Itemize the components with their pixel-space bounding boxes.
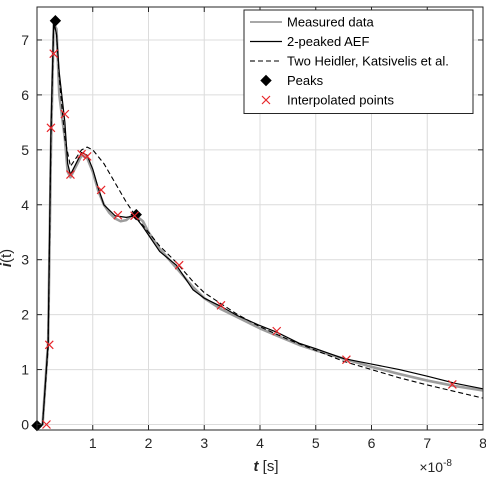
interpolated-point (82, 151, 92, 161)
interpolated-point (77, 149, 87, 159)
interpolated-point (46, 123, 56, 133)
legend-label: Interpolated points (287, 93, 394, 108)
legend-label: Measured data (287, 15, 374, 30)
x-tick-label: 7 (423, 435, 431, 451)
interpolated-point (216, 300, 226, 310)
interpolated-point (447, 379, 457, 389)
interpolated-point (60, 109, 70, 119)
peak-point (49, 15, 62, 27)
interpolated-point (49, 49, 59, 59)
y-tick-label: 7 (21, 32, 29, 48)
x-axis-multiplier: ×10-8 (419, 458, 452, 475)
y-tick-label: 2 (21, 307, 29, 323)
y-tick-label: 3 (21, 252, 29, 268)
legend-label: Peaks (287, 73, 324, 88)
y-tick-label: 4 (21, 197, 29, 213)
y-tick-label: 1 (21, 362, 29, 378)
legend-item: Measured data (250, 15, 374, 30)
legend-item: Two Heidler, Katsivelis et al. (250, 54, 449, 69)
legend-box (243, 9, 474, 114)
x-axis-label: t [s] (253, 458, 278, 475)
y-tick-label: 0 (21, 417, 29, 433)
interpolated-point (66, 170, 75, 179)
y-tick-label: 5 (21, 142, 29, 158)
legend-item: Interpolated points (261, 93, 394, 108)
interpolated-point (341, 355, 351, 365)
legend-label: Two Heidler, Katsivelis et al. (287, 54, 449, 69)
x-tick-label: 5 (312, 435, 320, 451)
interpolated-point (272, 326, 282, 336)
y-axis-label: i(t) (0, 249, 15, 267)
x-tick-label: 3 (200, 435, 208, 451)
x-tick-label: 6 (368, 435, 376, 451)
x-tick-label: 8 (479, 435, 486, 451)
interpolated-point (113, 210, 123, 220)
x-tick-label: 1 (89, 435, 97, 451)
x-tick-label: 4 (256, 435, 264, 451)
x-tick-label: 2 (145, 435, 153, 451)
axis-ticks: 1 2 3 4 5 6 7 8 0 1 2 3 4 5 6 7 (21, 7, 486, 451)
y-tick-label: 6 (21, 87, 29, 103)
interpolated-point (44, 340, 54, 350)
legend-item: Peaks (260, 73, 324, 88)
legend-item: 2-peaked AEF (250, 34, 369, 49)
interpolated-point (96, 185, 106, 195)
interpolated-point (42, 420, 51, 429)
legend-label: 2-peaked AEF (287, 34, 369, 49)
legend: Measured data 2-peaked AEF Two Heidler, Ka… (243, 9, 474, 114)
legend-swatch (260, 74, 272, 87)
interpolated-point (174, 260, 184, 270)
series-interpolated-points (42, 49, 457, 429)
interpolated-point (130, 211, 139, 221)
legend-swatch (261, 95, 271, 105)
